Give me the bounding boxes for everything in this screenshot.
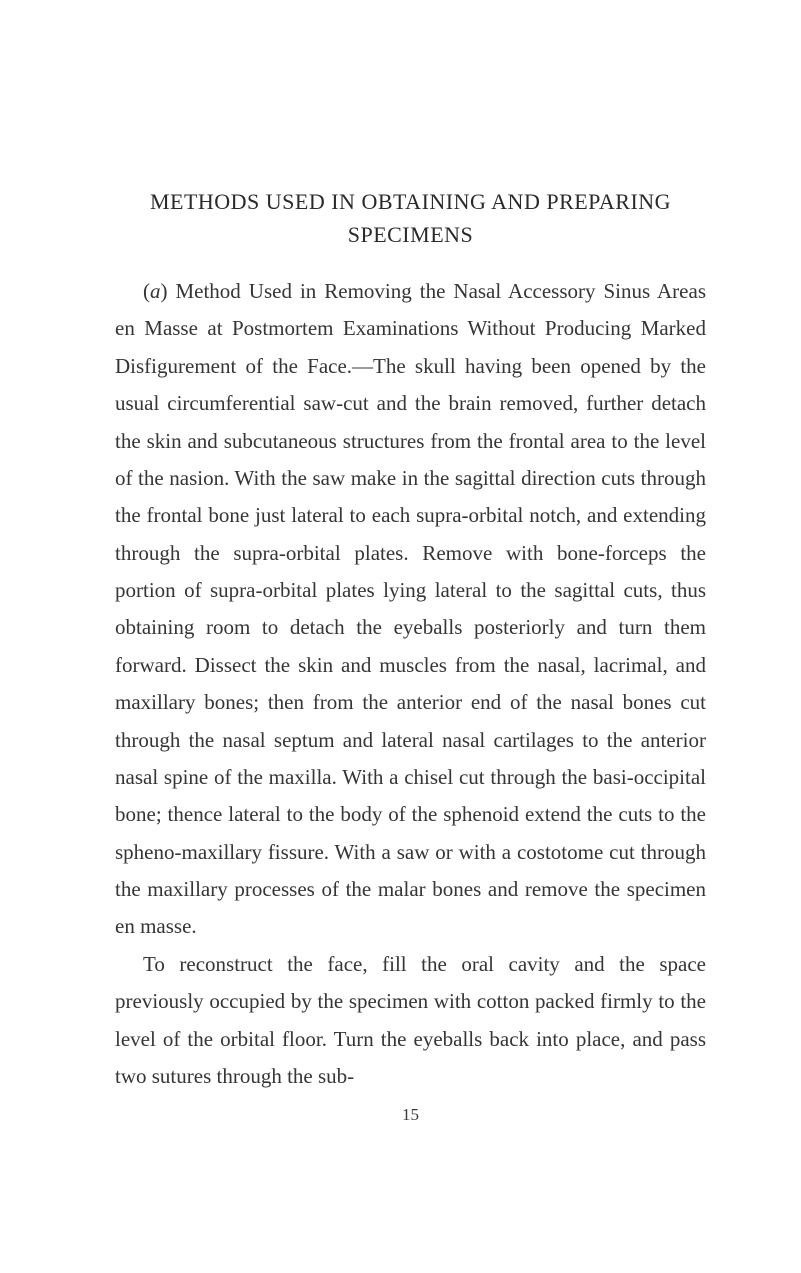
paragraph-2-text: To reconstruct the face, fill the oral c… (115, 952, 706, 1088)
body-text: (a) Method Used in Removing the Nasal Ac… (115, 273, 706, 1095)
section-letter: a (150, 279, 161, 303)
page-number: 15 (115, 1105, 706, 1125)
document-page: METHODS USED IN OBTAINING AND PREPARING … (0, 0, 801, 1175)
paragraph-2: To reconstruct the face, fill the oral c… (115, 946, 706, 1096)
paragraph-1-text: ) Method Used in Removing the Nasal Acce… (115, 279, 706, 938)
heading-line-2: SPECIMENS (115, 218, 706, 251)
paren-open: ( (143, 279, 150, 303)
heading-line-1: METHODS USED IN OBTAINING AND PREPARING (115, 185, 706, 218)
paragraph-1: (a) Method Used in Removing the Nasal Ac… (115, 273, 706, 946)
page-heading: METHODS USED IN OBTAINING AND PREPARING … (115, 185, 706, 251)
